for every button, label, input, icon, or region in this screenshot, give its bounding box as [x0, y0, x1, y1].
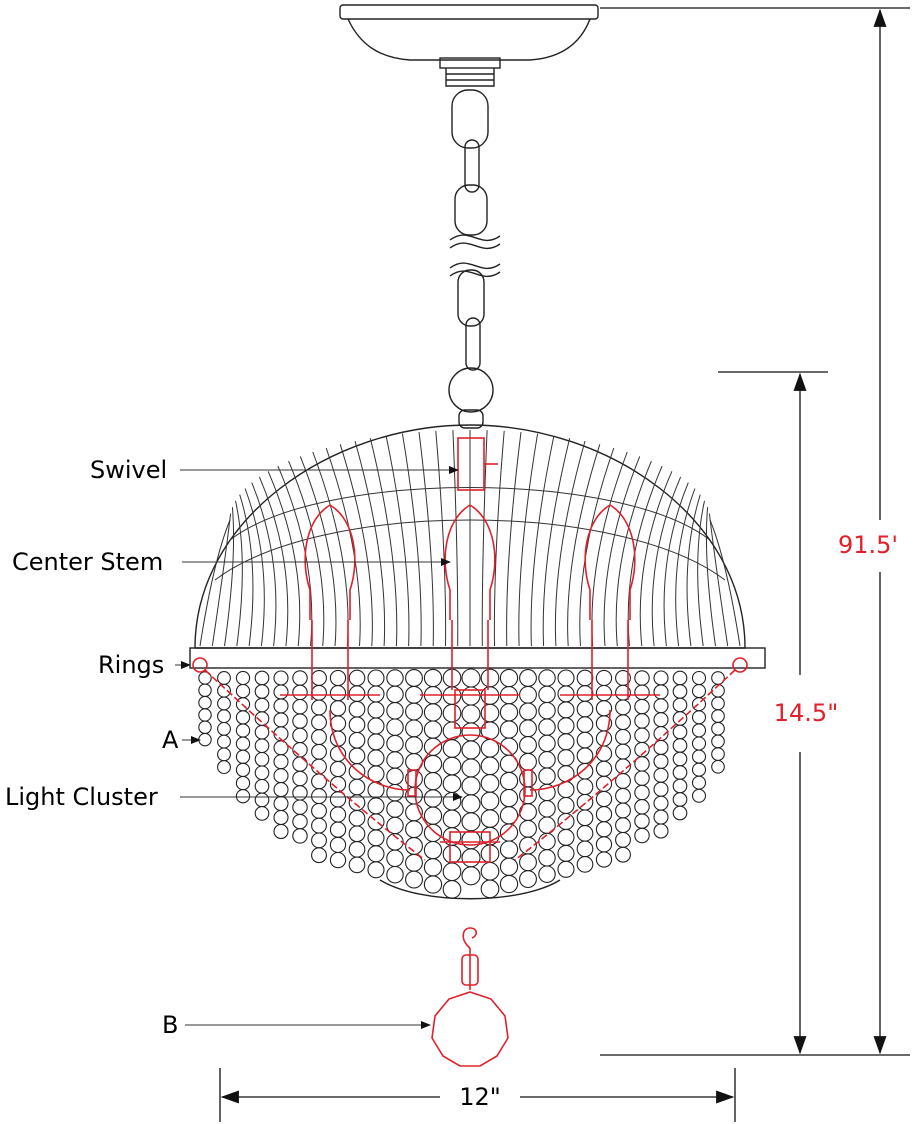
label: A: [162, 726, 179, 754]
leaders: [175, 466, 463, 1029]
canopy: [339, 4, 599, 87]
dimension-label: 91.5': [838, 531, 898, 559]
label: B: [162, 1011, 178, 1039]
label: Swivel: [90, 456, 167, 484]
globe-bottom: [379, 879, 561, 900]
dimension-lines: [219, 7, 910, 1122]
beads: [198, 668, 725, 899]
dome-ribs: [199, 430, 741, 647]
label: Center Stem: [12, 548, 163, 576]
dimension-label: 14.5": [774, 699, 838, 727]
globe: [189, 424, 766, 900]
light-cluster: [280, 437, 660, 863]
crystal: [431, 927, 509, 1067]
chain: [448, 89, 501, 429]
dimension-label: 12": [459, 1083, 501, 1111]
label: Light Cluster: [5, 783, 158, 811]
ring-chains: [192, 657, 748, 861]
label: Rings: [98, 651, 164, 679]
